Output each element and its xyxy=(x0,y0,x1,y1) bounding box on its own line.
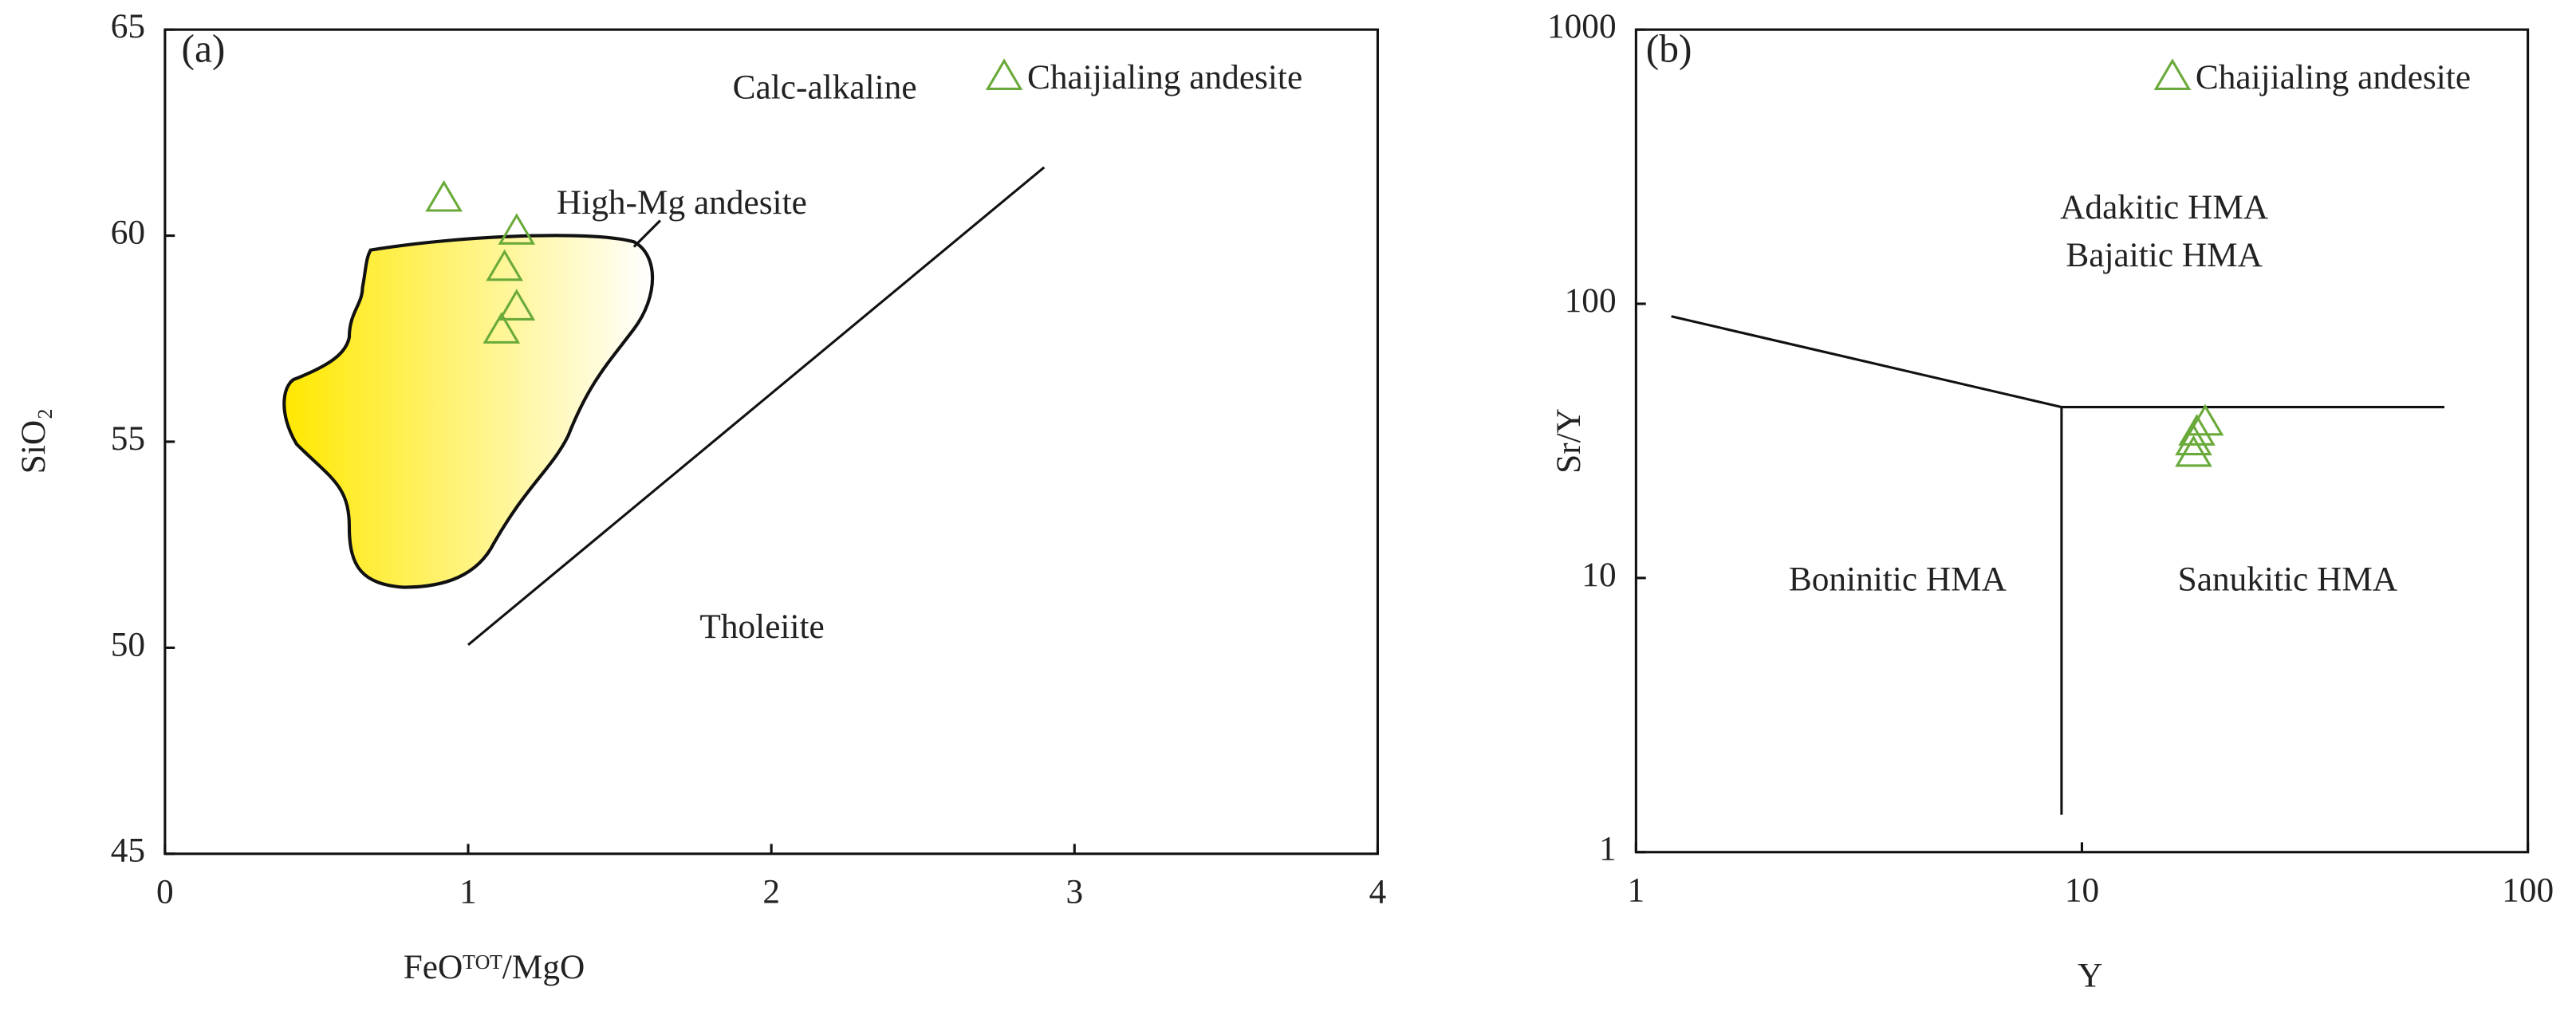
y-axis-label: Sr/Y xyxy=(1550,408,1588,474)
boundary-line xyxy=(467,166,1046,646)
panel-label: (a) xyxy=(181,26,225,70)
data-point xyxy=(483,312,521,344)
y-tick-label: 1 xyxy=(1599,830,1617,868)
x-tick-label: 100 xyxy=(2502,871,2554,909)
legend-marker xyxy=(985,58,1023,90)
x-tick-label: 0 xyxy=(156,872,174,911)
x-tick-label: 4 xyxy=(1369,872,1387,911)
data-point xyxy=(498,213,536,245)
x-tick-label: 2 xyxy=(762,872,780,911)
legend-marker xyxy=(2153,58,2192,90)
boundary-line xyxy=(1671,315,2445,409)
field-label: Adakitic HMA xyxy=(2060,188,2268,226)
y-tick-label: 50 xyxy=(111,625,145,663)
field-label: Tholeiite xyxy=(699,608,824,646)
field-label: Calc-alkaline xyxy=(733,68,917,106)
field-label: Sanukitic HMA xyxy=(2178,560,2398,598)
leader-line xyxy=(632,219,661,248)
x-tick-label: 1 xyxy=(1628,871,1645,909)
field-label: Boninitic HMA xyxy=(1789,560,2007,598)
y-tick-label: 45 xyxy=(111,832,145,870)
y-tick-label: 1000 xyxy=(1547,7,1617,45)
x-axis-label: FeOᵀᴼᵀ/MgO xyxy=(404,948,585,986)
data-point xyxy=(498,289,536,321)
data-point xyxy=(425,179,463,212)
panel-label: (b) xyxy=(1646,26,1692,70)
y-tick-label: 65 xyxy=(111,7,145,45)
x-tick-label: 10 xyxy=(2065,871,2099,909)
legend-label: Chaijialing andesite xyxy=(1027,58,1302,96)
legend-label: Chaijialing andesite xyxy=(2196,58,2471,96)
high-mg-field xyxy=(282,234,655,589)
x-tick-label: 1 xyxy=(459,872,477,911)
field-label: High-Mg andesite xyxy=(557,183,807,222)
y-tick-label: 60 xyxy=(111,213,145,251)
data-point xyxy=(2175,423,2212,456)
y-tick-label: 100 xyxy=(1565,281,1617,320)
y-axis-label: SiO₂ xyxy=(14,408,53,474)
data-point xyxy=(2186,403,2224,436)
data-point xyxy=(486,249,523,281)
x-axis-label: Y xyxy=(2078,957,2102,995)
data-point xyxy=(2175,435,2212,467)
x-tick-label: 3 xyxy=(1065,872,1083,911)
y-tick-label: 55 xyxy=(111,419,145,458)
field-label: Bajaitic HMA xyxy=(2066,236,2263,274)
plot-frame xyxy=(1634,28,2530,854)
y-tick-label: 10 xyxy=(1581,556,1616,594)
